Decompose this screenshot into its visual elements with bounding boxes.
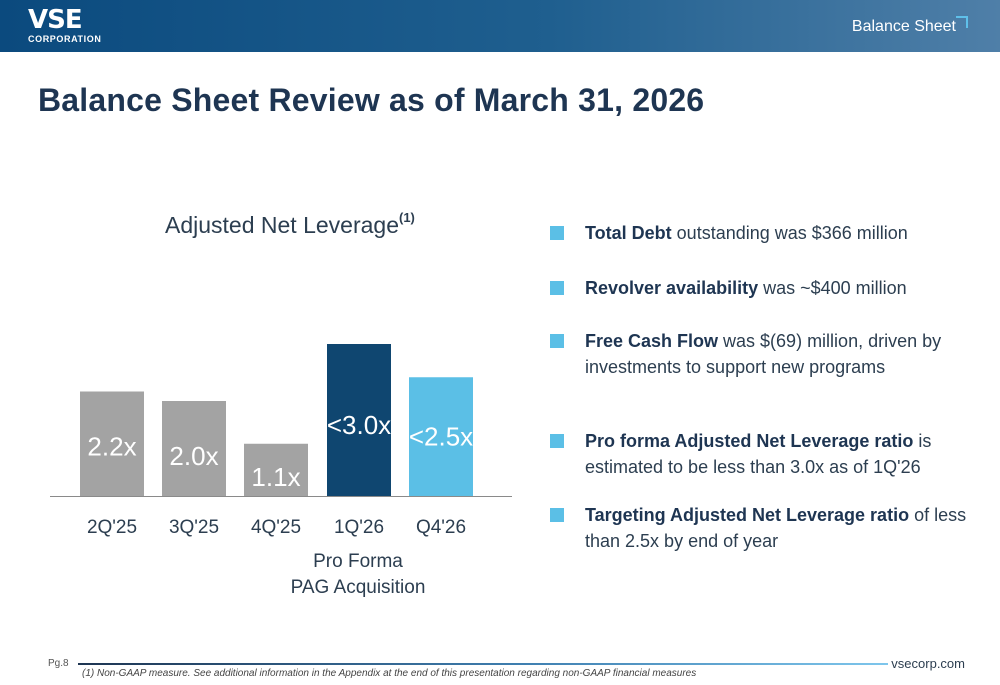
x-tick-label: 1Q'26 — [334, 517, 384, 538]
website-link[interactable]: vsecorp.com — [891, 656, 965, 671]
bar-5 — [409, 377, 473, 496]
bullet-free-cash-flow: Free Cash Flow was $(69) million, driven… — [550, 328, 970, 380]
bullet-total-debt: Total Debt outstanding was $366 million — [550, 220, 908, 246]
bar-value-label: 1.1x — [251, 462, 300, 492]
vse-logo[interactable]: VSE CORPORATION — [28, 5, 102, 44]
square-bullet-icon — [550, 226, 564, 240]
bullet-text: was ~$400 million — [758, 278, 907, 298]
square-bullet-icon — [550, 334, 564, 348]
x-tick-label: Q4'26 — [416, 517, 466, 538]
bar-value-label: 2.2x — [87, 432, 136, 462]
bullet-text: of less than 2.5x by end of year — [585, 505, 967, 551]
square-bullet-icon — [550, 508, 564, 522]
bar-4 — [327, 344, 391, 496]
bullet-bold-text: Revolver availability — [585, 278, 759, 298]
bar-value-label: <3.0x — [327, 410, 391, 440]
bar-sub-label: PAG Acquisition — [291, 577, 426, 598]
bullet-bold-text: Total Debt — [585, 223, 672, 243]
page-title: Balance Sheet Review as of March 31, 202… — [38, 82, 705, 118]
bullet-bold-text: Targeting Adjusted Net Leverage ratio — [585, 505, 910, 525]
x-tick-label: 2Q'25 — [87, 517, 137, 538]
bullet-revolver: Revolver availability was ~$400 million — [550, 275, 907, 301]
square-bullet-icon — [550, 434, 564, 448]
footnote: (1) Non-GAAP measure. See additional inf… — [82, 668, 697, 679]
bar-value-label: 2.0x — [169, 441, 218, 471]
bullet-pro-forma-leverage: Pro forma Adjusted Net Leverage ratio is… — [550, 428, 970, 480]
bullet-text: outstanding was $366 million — [671, 223, 908, 243]
x-tick-label: 3Q'25 — [169, 517, 219, 538]
bullet-bold-text: Pro forma Adjusted Net Leverage ratio — [585, 431, 914, 451]
chart-title: Adjusted Net Leverage(1) — [165, 210, 415, 239]
logo-main-text: VSE — [28, 5, 83, 35]
bar-3 — [244, 443, 308, 496]
square-bullet-icon — [550, 281, 564, 295]
page-number: Pg.8 — [48, 658, 69, 669]
bar-1 — [80, 391, 144, 496]
chart-title-footnote-ref: (1) — [399, 210, 415, 226]
corner-bracket-icon — [956, 16, 968, 28]
x-tick-label: 4Q'25 — [251, 517, 301, 538]
logo-sub-text: CORPORATION — [28, 34, 102, 44]
footer-divider — [78, 663, 888, 665]
bar-sub-label: Pro Forma — [313, 551, 403, 572]
section-label: Balance Sheet — [851, 18, 956, 35]
bar-value-label: <2.5x — [409, 421, 473, 451]
bullet-text: was $(69) million, driven by investments… — [585, 331, 942, 377]
header-bar: VSE CORPORATION Balance Sheet — [0, 0, 1000, 52]
leverage-bar-chart: 2.2x 2Q'25 2.0x 3Q'25 1.1x 4Q'25 <3.0x 1Q'26 <2.… — [50, 344, 512, 598]
chart-title-text: Adjusted Net Leverage — [165, 212, 399, 238]
bullet-bold-text: Free Cash Flow — [585, 331, 719, 351]
bullet-text: is estimated to be less than 3.0x as of … — [585, 431, 932, 477]
bullet-target-leverage: Targeting Adjusted Net Leverage ratio of… — [550, 502, 970, 554]
bar-2 — [162, 401, 226, 496]
